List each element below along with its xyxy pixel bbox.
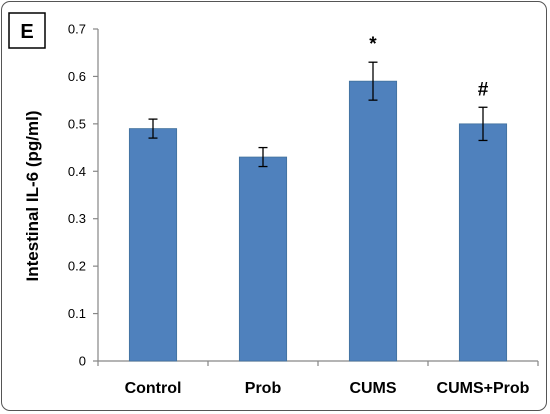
significance-mark: * <box>369 34 377 55</box>
bar-prob <box>238 156 288 362</box>
y-ticks: 0 0.1 0.2 0.3 0.4 0.5 0.6 0.7 <box>68 22 98 369</box>
y-tick-label: 0.7 <box>68 22 86 37</box>
bar-cums-prob <box>458 123 508 362</box>
x-category-label: Control <box>125 380 182 397</box>
y-tick-label: 0.1 <box>68 306 86 321</box>
y-tick-label: 0.3 <box>68 211 86 226</box>
y-tick-label: 0.6 <box>68 69 86 84</box>
bar-cums <box>348 80 398 362</box>
bar-control <box>128 128 178 362</box>
x-category-label: CUMS+Prob <box>437 380 530 397</box>
y-tick-label: 0 <box>79 354 86 369</box>
significance-mark: # <box>478 79 489 100</box>
y-tick-label: 0.5 <box>68 116 86 131</box>
x-category-label: Prob <box>245 380 282 397</box>
y-axis-title: Intestinal IL-6 (pg/ml) <box>23 111 42 282</box>
y-tick-label: 0.2 <box>68 259 86 274</box>
x-category-label: CUMS <box>349 380 396 397</box>
y-tick-label: 0.4 <box>68 164 86 179</box>
category-labels: Control Prob CUMS CUMS+Prob <box>125 380 530 397</box>
x-ticks <box>97 361 539 366</box>
error-bars <box>148 61 488 168</box>
bars <box>128 80 508 362</box>
significance-marks: *# <box>369 34 488 100</box>
panel-label: E <box>20 21 33 43</box>
panel-label-box: E <box>8 12 46 49</box>
